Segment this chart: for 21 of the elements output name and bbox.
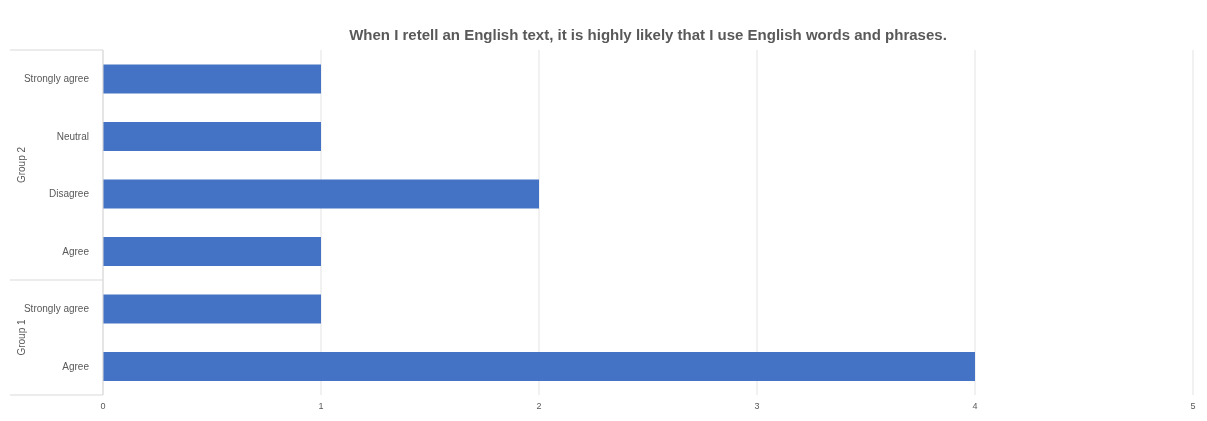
- y-tick-label: Agree: [62, 360, 90, 372]
- bar: [103, 294, 321, 324]
- y-tick-label: Strongly agree: [23, 73, 90, 85]
- x-tick-label: 0: [100, 401, 106, 412]
- text: Group 2: [15, 146, 27, 184]
- bar: [103, 179, 539, 209]
- x-tick-label: 1: [318, 401, 324, 412]
- bar: [103, 121, 321, 151]
- x-tick-label: 3: [754, 401, 760, 412]
- bar: [103, 351, 975, 381]
- x-tick-label: 5: [1190, 401, 1196, 412]
- y-tick-label: Neutral: [56, 130, 89, 142]
- x-tick-label: 4: [972, 401, 978, 412]
- y-tick-label: Disagree: [48, 188, 90, 200]
- x-tick-label: 2: [536, 401, 542, 412]
- y-tick-label: Agree: [62, 245, 90, 257]
- bar: [103, 64, 321, 94]
- bar: [103, 236, 321, 266]
- chart-title: When I retell an English text, it is highly likely that I use English words and phrases.: [348, 26, 948, 44]
- y-tick-label: Strongly agree: [23, 303, 90, 315]
- text: Group 1: [15, 319, 27, 356]
